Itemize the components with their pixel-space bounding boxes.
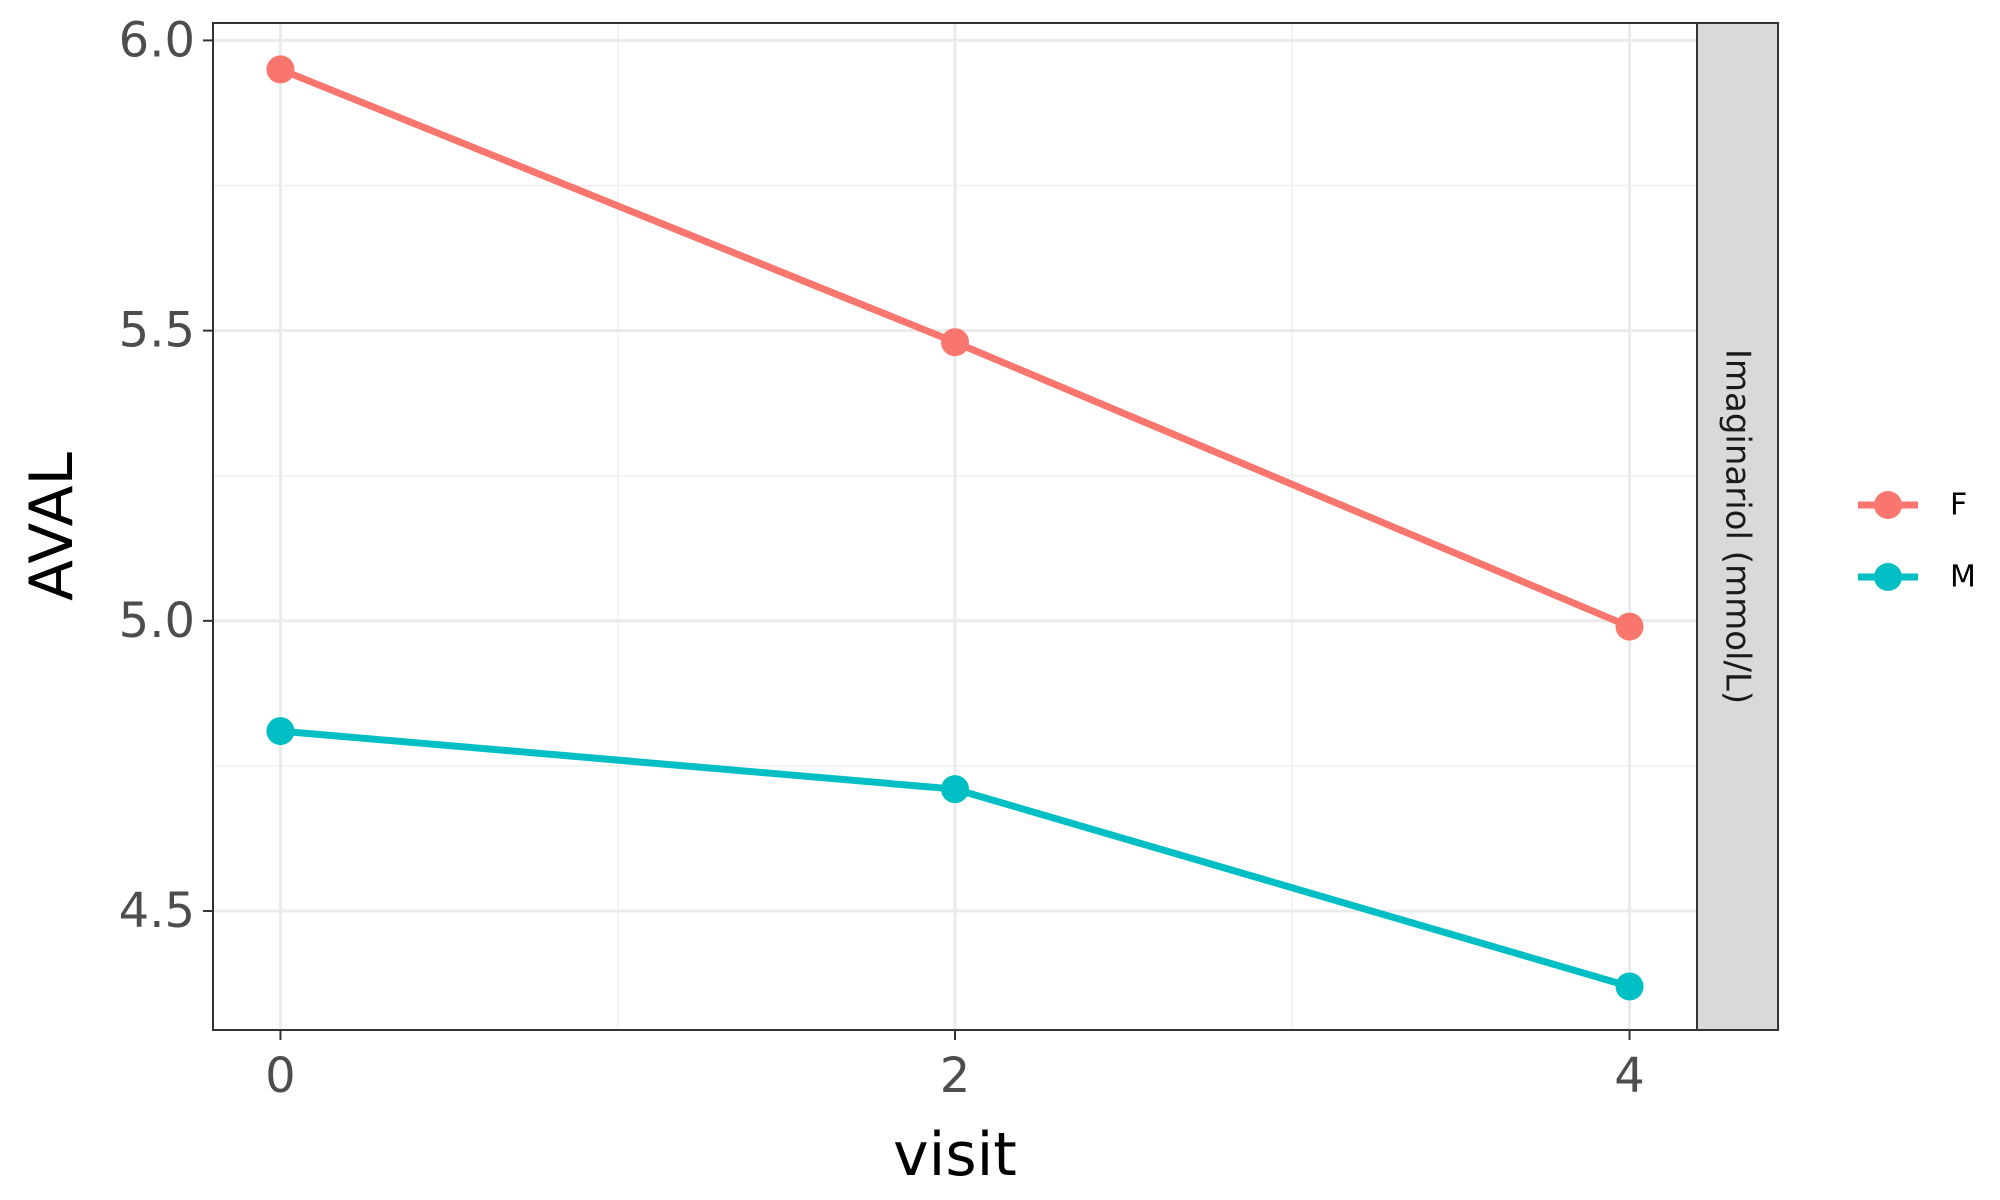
x-tick-label: 2 — [940, 1048, 971, 1104]
data-point-F — [941, 328, 969, 357]
x-axis-title: visit — [893, 1120, 1017, 1190]
legend-key-point — [1874, 491, 1902, 519]
legend-key-M — [1858, 563, 1918, 591]
data-point-M — [266, 717, 295, 746]
grid-major-layer — [213, 23, 1697, 1030]
legend-key-point — [1874, 563, 1902, 591]
x-axis: 0 2 4 — [265, 1030, 1645, 1104]
legend-key-F — [1858, 491, 1918, 519]
y-tick-label: 5.5 — [119, 303, 195, 359]
x-tick-label: 0 — [265, 1048, 296, 1104]
y-axis-title: AVAL — [17, 451, 87, 600]
legend-label: F — [1950, 488, 1967, 523]
data-point-F — [1615, 612, 1644, 641]
data-point-M — [1615, 972, 1644, 1001]
y-tick-label: 4.5 — [119, 883, 195, 939]
y-tick-label: 5.0 — [119, 593, 195, 649]
series-layer — [266, 55, 1644, 1001]
facet-strip-label: Imaginariol (mmol/L) — [1718, 349, 1758, 704]
data-point-F — [266, 55, 295, 84]
x-tick-label: 4 — [1614, 1048, 1645, 1104]
legend: FM — [1858, 488, 1976, 595]
y-axis: 4.5 5.0 5.5 6.0 — [119, 12, 213, 939]
facet-strip-background — [1696, 22, 1779, 1031]
facet-strip: Imaginariol (mmol/L) — [1696, 22, 1779, 1031]
y-tick-label: 6.0 — [119, 12, 195, 68]
data-point-M — [941, 775, 969, 804]
legend-label: M — [1950, 560, 1976, 595]
